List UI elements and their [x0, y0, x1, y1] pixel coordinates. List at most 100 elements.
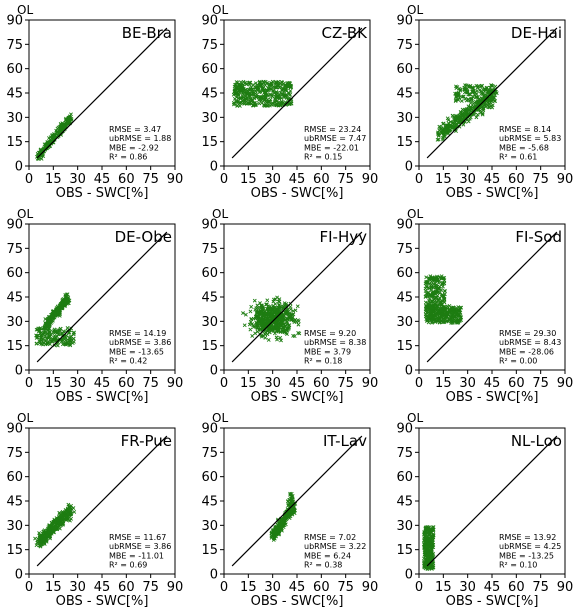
data-point	[290, 312, 295, 317]
data-point	[43, 317, 48, 321]
x-tick-label: 45	[94, 580, 111, 595]
x-tick-label: 90	[557, 580, 574, 595]
stat-line: RMSE = 14.19	[109, 329, 166, 338]
y-tick-label: 60	[201, 266, 218, 281]
data-point	[71, 332, 76, 337]
data-point	[481, 108, 486, 113]
data-point	[44, 537, 49, 542]
data-point	[423, 540, 428, 545]
data-point	[60, 129, 65, 134]
data-point	[39, 156, 44, 161]
data-point	[280, 101, 285, 106]
data-point	[46, 335, 51, 340]
data-point	[39, 542, 44, 547]
data-point	[284, 513, 289, 518]
y-tick-label: 30	[201, 315, 218, 330]
data-point	[45, 533, 50, 538]
data-point	[457, 124, 462, 129]
stat-line: ubRMSE = 3.86	[109, 542, 171, 551]
data-point	[455, 312, 460, 317]
data-point	[69, 112, 73, 117]
data-point	[47, 534, 52, 539]
x-tick-label: 30	[459, 172, 476, 187]
data-point	[257, 101, 262, 106]
data-point	[436, 290, 441, 295]
x-tick-label: 60	[118, 580, 135, 595]
data-point	[429, 308, 434, 313]
data-point	[434, 295, 439, 300]
data-point	[268, 307, 273, 312]
data-point	[441, 318, 446, 323]
data-point	[247, 94, 252, 99]
data-points	[34, 292, 76, 348]
data-point	[241, 311, 245, 316]
data-point	[263, 92, 268, 97]
data-point	[438, 302, 443, 307]
data-point	[231, 92, 236, 97]
data-point	[56, 523, 61, 528]
data-point	[287, 313, 291, 318]
data-point	[456, 309, 461, 314]
y-tick-label: 90	[6, 422, 23, 437]
x-axis-label: OBS - SWC[%]	[56, 594, 149, 609]
y-tick-label: 90	[201, 422, 218, 437]
data-point	[231, 102, 236, 107]
one-to-one-line	[231, 231, 363, 363]
x-tick-label: 45	[289, 376, 306, 391]
y-tick-label: 75	[6, 38, 23, 53]
data-point	[433, 298, 438, 303]
data-point	[435, 284, 440, 289]
x-tick-label: 0	[25, 376, 33, 391]
stat-line: RMSE = 9.20	[304, 329, 356, 338]
x-tick-label: 75	[142, 580, 159, 595]
data-point	[48, 144, 53, 148]
data-point	[466, 92, 471, 97]
data-point	[248, 327, 253, 332]
data-point	[435, 306, 440, 311]
data-point	[440, 292, 445, 297]
x-tick-label: 45	[289, 580, 306, 595]
data-point	[275, 90, 280, 95]
data-point	[437, 320, 442, 325]
data-point	[254, 310, 259, 315]
data-point	[428, 554, 433, 559]
y-tick-label: 60	[201, 470, 218, 485]
data-point	[484, 97, 489, 102]
data-point	[442, 278, 447, 283]
data-point	[256, 306, 261, 311]
data-point	[276, 101, 281, 105]
x-tick-label: 60	[313, 376, 330, 391]
data-point	[423, 533, 428, 538]
x-tick-label: 30	[264, 376, 281, 391]
data-point	[457, 319, 462, 324]
y-tick-label: 0	[405, 160, 413, 175]
y-tick-label: 0	[405, 364, 413, 379]
data-point	[59, 513, 64, 518]
data-point	[57, 526, 62, 531]
stat-line: R² = 0.18	[304, 357, 342, 366]
data-point	[35, 334, 39, 338]
data-point	[454, 121, 459, 126]
x-tick-label: 45	[289, 172, 306, 187]
data-point	[265, 302, 269, 307]
data-point	[287, 501, 292, 505]
data-point	[276, 312, 281, 317]
data-point	[236, 92, 241, 97]
data-point	[431, 295, 436, 300]
data-point	[267, 103, 272, 108]
site-label: CZ-BK	[322, 24, 369, 42]
data-point	[483, 103, 487, 107]
y-tick-label: 30	[201, 111, 218, 126]
data-point	[274, 80, 279, 84]
data-point	[280, 100, 285, 105]
data-point	[62, 342, 67, 346]
data-point	[255, 316, 260, 321]
data-points	[435, 83, 499, 142]
y-tick-label: 75	[6, 446, 23, 461]
x-tick-label: 15	[435, 376, 452, 391]
data-point	[282, 516, 287, 521]
data-point	[245, 101, 249, 106]
data-point	[266, 304, 270, 309]
data-point	[287, 80, 292, 85]
y-tick-label: 90	[6, 218, 23, 233]
